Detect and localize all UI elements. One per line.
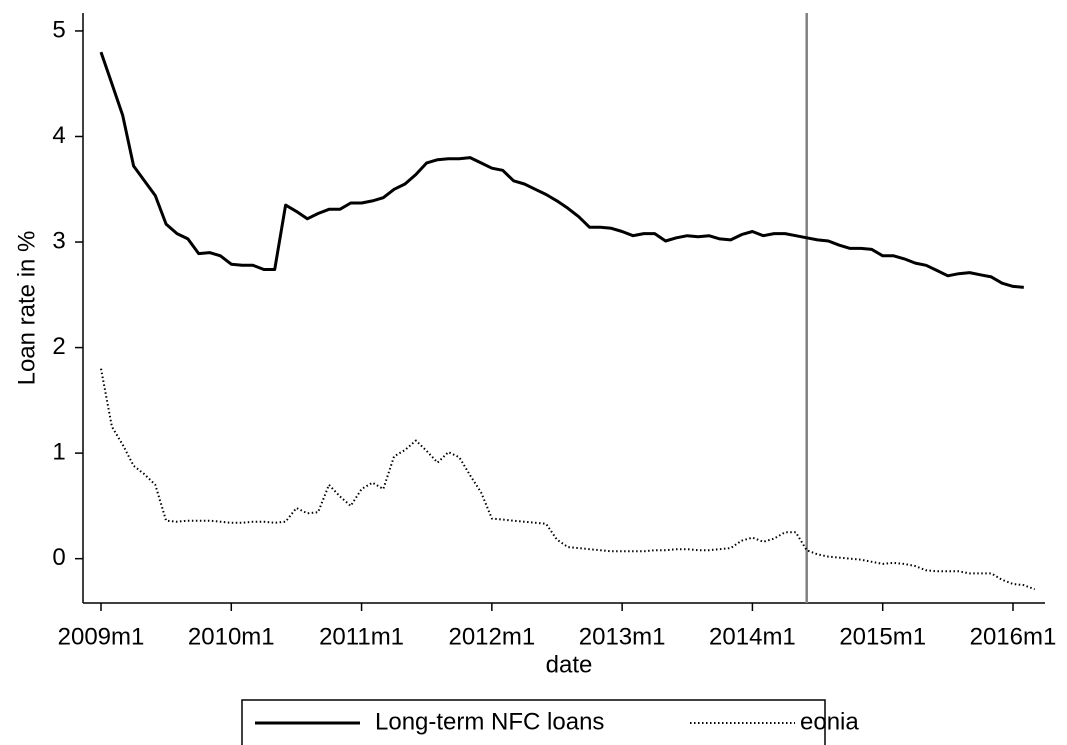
series-line [99,51,1024,289]
y-tick-label: 3 [52,227,65,254]
x-tick-label: 2013m1 [579,623,666,650]
y-tick-label: 1 [52,438,65,465]
x-tick-label: 2014m1 [709,623,796,650]
legend-label: eonia [800,708,859,735]
y-tick-label: 4 [52,122,65,149]
series-line [100,368,1036,591]
y-axis-title: Loan rate in % [13,231,40,386]
x-tick-label: 2015m1 [839,623,926,650]
y-tick-label: 2 [52,333,65,360]
x-tick-label: 2009m1 [58,623,145,650]
y-tick-label: 0 [52,544,65,571]
x-tick-label: 2012m1 [448,623,535,650]
x-tick-label: 2016m1 [970,623,1057,650]
x-tick-label: 2011m1 [319,623,404,650]
legend-box [241,699,826,745]
x-tick-label: 2010m1 [188,623,275,650]
legend-label: Long-term NFC loans [375,708,604,735]
x-axis-title: date [546,651,593,678]
y-tick-label: 5 [52,16,65,43]
